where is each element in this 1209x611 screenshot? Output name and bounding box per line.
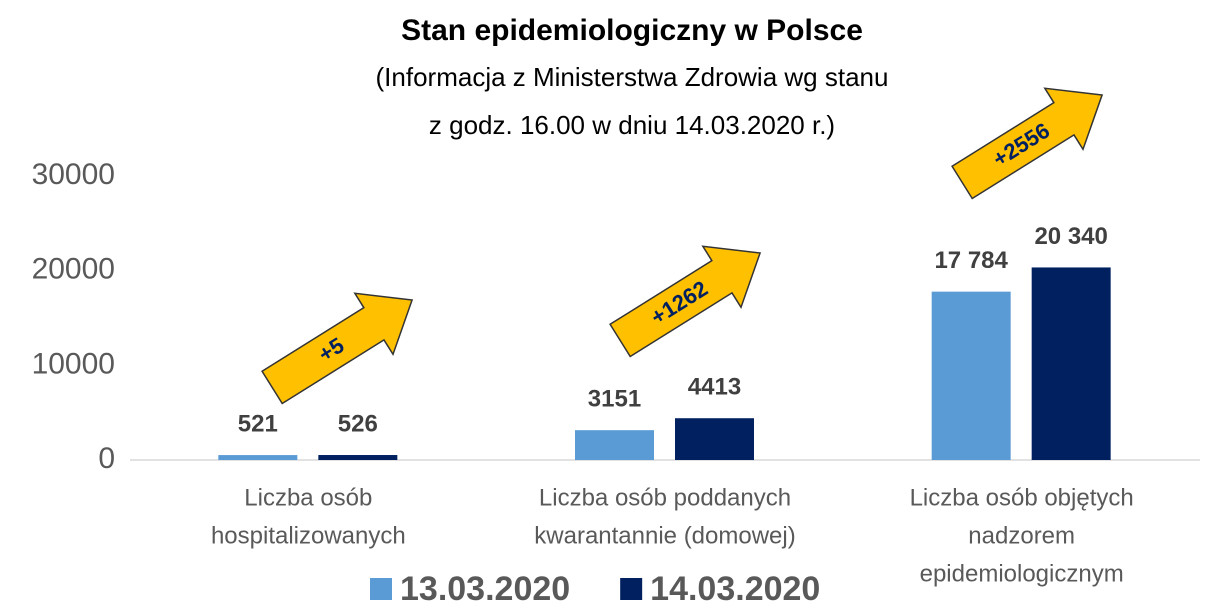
bar [218, 455, 298, 460]
bar [931, 291, 1011, 460]
bar [575, 430, 654, 460]
y-tick-label: 10000 [32, 347, 115, 380]
x-tick-label: epidemiologicznym [920, 560, 1124, 587]
arrow-shape [609, 245, 762, 358]
data-label: 4413 [688, 374, 741, 401]
y-tick-label: 0 [98, 442, 115, 475]
data-label: 521 [238, 410, 278, 437]
x-tick-label: Liczba osób [244, 484, 372, 511]
chart-subtitle: (Informacja z Ministerstwa Zdrowia wg st… [376, 62, 889, 92]
legend-swatch [620, 578, 643, 600]
x-tick-label: Liczba osób objętych [910, 484, 1134, 511]
data-label: 3151 [588, 386, 641, 413]
y-tick-label: 30000 [32, 158, 115, 191]
arrow-shape [261, 292, 414, 405]
bar [318, 455, 398, 460]
chart-title: Stan epidemiologiczny w Polsce [401, 14, 863, 47]
annotation-arrow: +5 [261, 292, 414, 405]
data-label: 20 340 [1034, 223, 1107, 250]
x-tick-label: Liczba osób poddanych [539, 484, 791, 511]
legend-swatch [370, 578, 392, 600]
data-label: 526 [338, 410, 378, 437]
x-tick-label: nadzorem [968, 522, 1075, 549]
bar [675, 418, 754, 460]
legend-label: 13.03.2020 [400, 570, 570, 608]
legend-label: 14.03.2020 [650, 570, 820, 608]
data-label: 17 784 [934, 247, 1008, 274]
annotation-arrow: +2556 [951, 87, 1104, 200]
x-tick-label: kwarantannie (domowej) [534, 522, 795, 549]
chart-subtitle: z godz. 16.00 w dniu 14.03.2020 r.) [429, 110, 835, 140]
x-tick-label: hospitalizowanych [211, 522, 406, 549]
annotation-arrow: +1262 [609, 245, 762, 358]
arrow-shape [951, 87, 1104, 200]
y-tick-label: 20000 [32, 253, 115, 286]
bar [1031, 267, 1111, 460]
